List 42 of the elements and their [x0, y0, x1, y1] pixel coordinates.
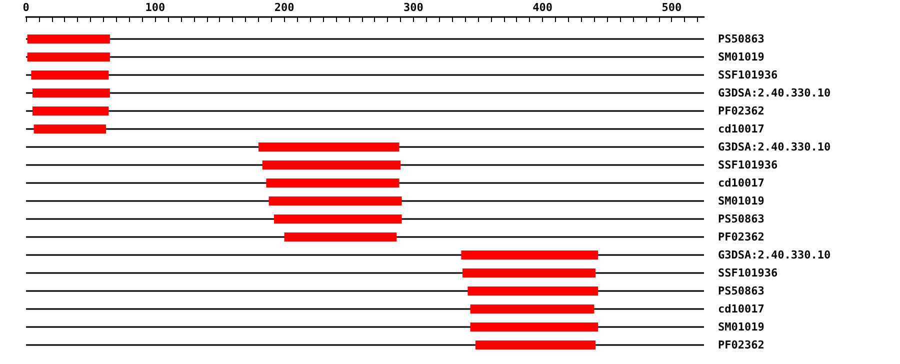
- y-tick-label: PS50863: [718, 212, 764, 226]
- bar: [32, 88, 110, 98]
- y-tick-label: G3DSA:2.40.330.10: [718, 248, 831, 262]
- x-tick-label: 100: [145, 1, 166, 14]
- bar: [284, 232, 397, 242]
- bar: [268, 196, 402, 206]
- y-tick-label: SSF101936: [718, 68, 778, 82]
- bar: [470, 322, 598, 332]
- y-tick-label: PS50863: [718, 32, 764, 46]
- y-tick-label: cd10017: [718, 302, 764, 316]
- bar: [258, 142, 400, 152]
- y-tick-label: SSF101936: [718, 266, 778, 280]
- bar: [31, 70, 109, 80]
- y-tick-label: G3DSA:2.40.330.10: [718, 86, 831, 100]
- x-tick-label: 300: [403, 1, 424, 14]
- x-tick-label: 200: [274, 1, 294, 14]
- y-tick-label: PF02362: [718, 338, 764, 352]
- y-tick-label: PF02362: [718, 104, 764, 118]
- y-tick-label: SM01019: [718, 50, 764, 64]
- y-tick-label: PF02362: [718, 230, 764, 244]
- bar: [266, 178, 400, 188]
- x-tick-label: 0: [22, 1, 30, 14]
- y-tick-label: SSF101936: [718, 158, 778, 172]
- y-tick-label: SM01019: [718, 194, 764, 208]
- bar: [262, 160, 401, 170]
- bar: [475, 340, 596, 350]
- y-tick-label: cd10017: [718, 176, 764, 190]
- bar: [468, 286, 598, 296]
- x-tick-label: 500: [662, 1, 682, 14]
- y-tick-label: cd10017: [718, 122, 764, 136]
- bar: [27, 34, 110, 44]
- bar: [32, 106, 109, 116]
- bar: [462, 268, 596, 278]
- bar: [461, 250, 598, 260]
- y-tick-label: PS50863: [718, 284, 764, 298]
- bar: [470, 304, 594, 314]
- y-tick-label: SM01019: [718, 320, 764, 334]
- y-tick-label: G3DSA:2.40.330.10: [718, 140, 831, 154]
- bar: [27, 52, 110, 62]
- x-tick-label: 400: [532, 1, 553, 14]
- bar: [274, 214, 402, 224]
- bar: [34, 124, 106, 134]
